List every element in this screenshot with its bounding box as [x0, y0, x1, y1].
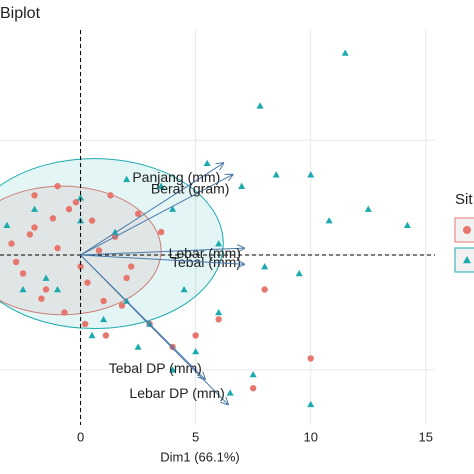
point: [127, 263, 135, 270]
point: [215, 316, 222, 323]
point: [307, 400, 315, 408]
point: [84, 279, 91, 286]
point: [325, 217, 333, 224]
point: [157, 182, 165, 189]
point: [19, 270, 27, 277]
point: [26, 231, 34, 238]
point: [364, 205, 372, 212]
x-tick-label: 15: [419, 429, 433, 444]
point: [38, 295, 45, 302]
arrow-label: Panjang (mm): [132, 169, 220, 185]
point: [272, 171, 280, 178]
point: [123, 175, 131, 183]
legend-title: Sit: [455, 191, 473, 208]
point: [157, 228, 165, 236]
confidence-ellipse: [0, 158, 224, 330]
point: [307, 355, 314, 362]
point: [226, 389, 234, 396]
arrow: [80, 163, 224, 256]
point: [81, 320, 89, 328]
point: [238, 182, 246, 189]
point: [341, 49, 349, 56]
point: [12, 258, 20, 266]
arrow: [80, 248, 244, 256]
x-tick-label: 0: [77, 429, 84, 444]
point: [77, 263, 84, 270]
point: [215, 240, 223, 247]
arrow: [80, 254, 228, 404]
point: [8, 240, 15, 247]
point: [203, 159, 211, 166]
point: [118, 302, 126, 309]
point: [169, 366, 177, 373]
point: [215, 308, 223, 316]
point: [42, 274, 50, 281]
point: [31, 192, 38, 199]
plot-area: Panjang (mm)Berat (gram)Tebal (mm)Lebar …: [0, 30, 435, 425]
point: [403, 221, 411, 229]
point: [31, 224, 38, 231]
point: [61, 309, 68, 316]
point: [3, 221, 11, 229]
point: [100, 315, 108, 323]
point: [192, 348, 200, 355]
point: [111, 228, 119, 235]
point: [107, 192, 114, 199]
chart-title: Biplot: [0, 5, 41, 22]
point: [261, 263, 269, 270]
legend-marker: [463, 256, 471, 264]
point: [180, 286, 188, 293]
arrow: [80, 175, 233, 256]
arrow-label: Lebar (mm): [169, 245, 241, 261]
arrow-label: Lebar DP (mm): [129, 385, 224, 401]
x-tick-label: 10: [303, 429, 317, 444]
point: [19, 286, 27, 293]
arrow: [80, 254, 244, 264]
point: [100, 297, 107, 305]
legend-key: [454, 247, 474, 273]
point: [88, 217, 96, 224]
point: [249, 370, 257, 378]
point: [307, 171, 315, 178]
point: [54, 244, 61, 252]
point: [77, 194, 85, 201]
point: [192, 332, 199, 339]
point: [249, 385, 257, 392]
point: [102, 332, 110, 339]
point: [31, 205, 39, 212]
point: [49, 215, 57, 222]
point: [295, 269, 303, 277]
arrow-label: Berat (gram): [151, 180, 230, 196]
x-tick-label: 5: [192, 429, 199, 444]
point: [134, 210, 142, 217]
point: [88, 331, 96, 339]
legend-marker: [463, 226, 471, 234]
arrow-label: Tebal DP (mm): [109, 360, 202, 376]
point: [123, 274, 130, 282]
point: [72, 199, 80, 206]
point: [54, 182, 61, 190]
point: [95, 247, 103, 254]
point: [261, 286, 268, 293]
point: [134, 343, 142, 350]
point: [169, 205, 177, 212]
point: [65, 205, 73, 213]
point: [54, 286, 62, 293]
point: [42, 286, 50, 293]
x-axis-label: Dim1 (66.1%): [160, 449, 239, 464]
point: [256, 102, 264, 109]
